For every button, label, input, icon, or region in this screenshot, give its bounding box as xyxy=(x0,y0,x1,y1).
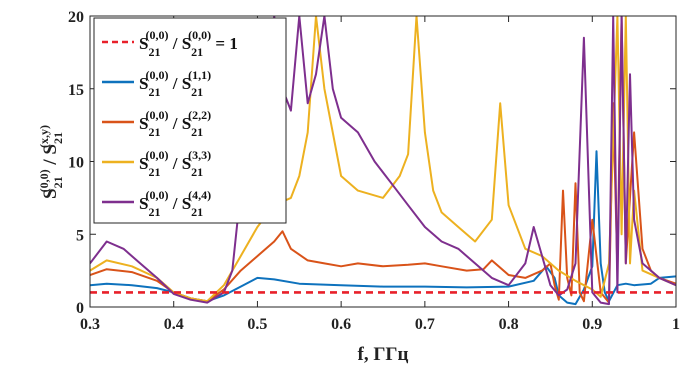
x-tick-label: 0.5 xyxy=(247,316,267,333)
legend-slash: / S xyxy=(168,114,191,133)
legend-sup-2: (2,2) xyxy=(188,108,211,122)
legend-sup: (0,0) xyxy=(145,28,168,42)
legend-base: S xyxy=(139,114,148,133)
y-label-base: S xyxy=(40,188,61,199)
legend-sub: 21 xyxy=(148,205,160,219)
legend-sub: 21 xyxy=(148,165,160,179)
legend-sub: 21 xyxy=(148,85,160,99)
legend-sup-2: (4,4) xyxy=(188,188,211,202)
legend-slash: / S xyxy=(168,154,191,173)
legend-suffix: = 1 xyxy=(211,34,238,53)
x-tick-label: 0.6 xyxy=(331,316,351,333)
y-tick-label: 5 xyxy=(76,227,84,244)
x-tick-label: 0.3 xyxy=(80,316,100,333)
legend-sub-2: 21 xyxy=(191,85,203,99)
legend-slash: / S xyxy=(168,34,191,53)
y-label-sub: 21 xyxy=(51,176,65,188)
y-label-sub-2: 21 xyxy=(51,132,65,144)
legend-entry-1: S21(0,0) / S21(1,1) xyxy=(139,68,211,99)
legend-sup: (0,0) xyxy=(145,108,168,122)
legend-base: S xyxy=(139,34,148,53)
y-tick-label: 10 xyxy=(68,155,84,172)
y-tick-label: 0 xyxy=(76,300,84,317)
x-tick-label: 0.8 xyxy=(499,316,519,333)
legend-entry-0: S21(0,0) / S21(0,0) = 1 xyxy=(139,28,238,59)
legend-slash: / S xyxy=(168,74,191,93)
series-layer xyxy=(90,16,676,306)
y-label-slash: / xyxy=(40,155,61,170)
legend-sup-2: (0,0) xyxy=(188,28,211,42)
legend-entry-4: S21(0,0) / S21(4,4) xyxy=(139,188,211,219)
legend-entry-2: S21(0,0) / S21(2,2) xyxy=(139,108,211,139)
y-tick-label: 15 xyxy=(68,82,84,99)
x-axis-label: f, ГГц xyxy=(358,344,409,365)
y-axis-label-text: S21(0,0) / S21(x,y) xyxy=(37,125,65,199)
legend-sub-2: 21 xyxy=(191,165,203,179)
y-tick-label: 20 xyxy=(68,9,84,26)
x-tick-label: 0.9 xyxy=(582,316,602,333)
legend-sup: (0,0) xyxy=(145,148,168,162)
legend-sub-2: 21 xyxy=(191,45,203,59)
legend-sub-2: 21 xyxy=(191,125,203,139)
legend-entry-3: S21(0,0) / S21(3,3) xyxy=(139,148,211,179)
legend-base: S xyxy=(139,154,148,173)
x-tick-label: 0.7 xyxy=(415,316,435,333)
y-label-base-2: S xyxy=(40,144,61,155)
y-axis-label: S21(0,0) / S21(x,y) xyxy=(37,125,65,199)
legend-sub: 21 xyxy=(148,45,160,59)
legend-base: S xyxy=(139,74,148,93)
legend-sup: (0,0) xyxy=(145,68,168,82)
legend-sup: (0,0) xyxy=(145,188,168,202)
legend-sub-2: 21 xyxy=(191,205,203,219)
legend-sub: 21 xyxy=(148,125,160,139)
y-label-sup-num: (0,0) xyxy=(37,169,51,192)
legend-base: S xyxy=(139,194,148,213)
x-tick-label: 0.4 xyxy=(164,316,184,333)
legend-box xyxy=(93,17,287,224)
legend-sup-2: (3,3) xyxy=(188,148,211,162)
legend-sup-2: (1,1) xyxy=(188,68,211,82)
y-label-sup-den: (x,y) xyxy=(37,125,51,148)
series-line-4 xyxy=(90,16,676,306)
legend-slash: / S xyxy=(168,194,191,213)
x-tick-label: 1 xyxy=(672,316,680,333)
